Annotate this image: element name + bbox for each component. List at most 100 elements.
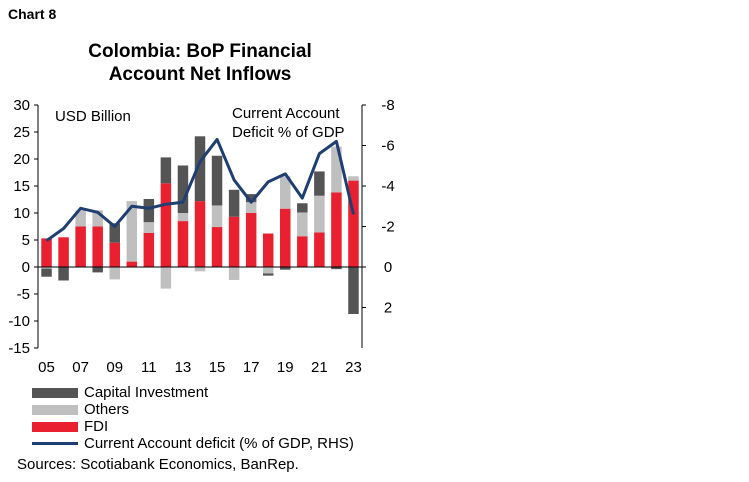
legend-item-others: Others: [32, 401, 354, 418]
bar-fdi-14: [194, 201, 206, 267]
bar-others-18: [262, 267, 274, 274]
legend-item-fdi: FDI: [32, 418, 354, 435]
bar-fdi-16: [228, 216, 240, 267]
x-tick-label: 17: [243, 359, 260, 376]
x-tick-label: 23: [345, 359, 362, 376]
bar-fdi-13: [177, 221, 189, 267]
bar-fdi-08: [92, 226, 103, 267]
bar-others-17: [245, 202, 257, 213]
bar-fdi-18: [262, 233, 274, 267]
legend-swatch-current-account: [32, 442, 78, 445]
bar-capital-investment-12: [160, 157, 172, 184]
right-tick-label: -6: [381, 138, 394, 155]
chart-legend: Capital Investment Others FDI Current Ac…: [32, 384, 354, 452]
legend-swatch-others: [32, 404, 78, 415]
bar-fdi-10: [126, 261, 138, 267]
bar-fdi-22: [331, 192, 342, 267]
bar-others-13: [177, 213, 189, 222]
left-tick-label: -15: [8, 340, 30, 357]
x-tick-label: 07: [72, 359, 89, 376]
bar-fdi-21: [314, 232, 325, 267]
legend-label: FDI: [84, 418, 109, 435]
bar-others-11: [143, 222, 155, 233]
x-tick-label: 05: [38, 359, 55, 376]
bar-others-05: [41, 267, 52, 269]
bar-capital-investment-21: [314, 171, 325, 196]
bar-capital-investment-17: [245, 194, 257, 203]
bar-fdi-11: [143, 232, 155, 267]
bar-others-21: [314, 195, 325, 233]
legend-label: Capital Investment: [84, 384, 209, 401]
bar-fdi-19: [280, 208, 291, 267]
bar-fdi-12: [160, 183, 172, 267]
left-tick-label: 5: [22, 232, 30, 249]
right-axis-unit-line-2: Deficit % of GDP: [232, 124, 345, 141]
x-tick-label: 13: [175, 359, 192, 376]
bar-fdi-15: [211, 227, 223, 267]
chart-title-line-2: Account Net Inflows: [108, 64, 292, 85]
left-tick-label: -10: [8, 313, 30, 330]
right-tick-label: -2: [381, 219, 394, 236]
current-account-deficit-line: [45, 137, 355, 242]
right-tick-label: -8: [381, 97, 394, 114]
chart-title: Colombia: BoP Financial Account Net Infl…: [40, 40, 360, 86]
bar-capital-investment-18: [262, 273, 274, 276]
legend-item-capital-investment: Capital Investment: [32, 384, 354, 401]
legend-label: Others: [84, 401, 130, 418]
bar-capital-investment-13: [177, 165, 189, 213]
left-tick-label: 15: [13, 178, 30, 195]
x-tick-label: 09: [106, 359, 123, 376]
bar-capital-investment-14: [194, 136, 206, 202]
left-tick-label: 20: [13, 151, 30, 168]
bar-others-20: [297, 212, 308, 237]
bar-capital-investment-23: [348, 267, 359, 314]
right-axis-unit-label: Current Account Deficit % of GDP: [232, 104, 345, 142]
bar-capital-investment-05: [41, 268, 52, 277]
chart-number: Chart 8: [8, 6, 57, 22]
bar-fdi-05: [41, 238, 52, 267]
bar-fdi-20: [297, 236, 308, 267]
left-tick-label: 10: [13, 205, 30, 222]
bar-capital-investment-22: [331, 267, 342, 270]
right-tick-label: -4: [381, 178, 394, 195]
bar-capital-investment-19: [280, 267, 291, 270]
legend-swatch-capital-investment: [32, 387, 78, 398]
x-tick-label: 19: [277, 359, 294, 376]
source-note: Sources: Scotiabank Economics, BanRep.: [17, 456, 299, 473]
legend-label: Current Account deficit (% of GDP, RHS): [84, 435, 354, 452]
bar-others-07: [75, 210, 86, 227]
bar-others-09: [109, 267, 120, 280]
chart-title-line-1: Colombia: BoP Financial: [88, 41, 312, 62]
right-tick-label: 2: [384, 300, 392, 317]
bar-others-19: [280, 176, 291, 209]
bar-others-12: [160, 267, 172, 289]
left-tick-label: 0: [22, 259, 30, 276]
bar-others-08: [92, 210, 103, 227]
x-tick-label: 11: [141, 359, 157, 376]
bar-fdi-17: [245, 213, 257, 267]
bar-others-16: [228, 267, 240, 280]
bar-capital-investment-06: [58, 267, 69, 281]
legend-item-current-account: Current Account deficit (% of GDP, RHS): [32, 435, 354, 452]
bar-fdi-23: [348, 180, 359, 267]
bar-capital-investment-09: [109, 223, 120, 243]
bar-capital-investment-15: [211, 155, 223, 206]
legend-swatch-fdi: [32, 421, 78, 432]
bar-capital-investment-20: [297, 203, 308, 213]
bar-capital-investment-16: [228, 189, 240, 217]
bar-capital-investment-08: [92, 267, 103, 273]
bar-fdi-09: [109, 242, 120, 267]
bar-fdi-06: [58, 237, 69, 267]
left-axis-unit-label: USD Billion: [55, 108, 131, 125]
bar-others-10: [126, 201, 138, 262]
bar-fdi-07: [75, 226, 86, 267]
right-axis-unit-line-1: Current Account: [232, 105, 340, 122]
bar-capital-investment-11: [143, 198, 155, 223]
bar-others-23: [348, 176, 359, 181]
bar-others-22: [331, 146, 342, 193]
x-tick-label: 15: [209, 359, 226, 376]
x-tick-label: 21: [311, 359, 328, 376]
left-tick-label: -5: [17, 286, 30, 303]
left-tick-label: 30: [13, 97, 30, 114]
